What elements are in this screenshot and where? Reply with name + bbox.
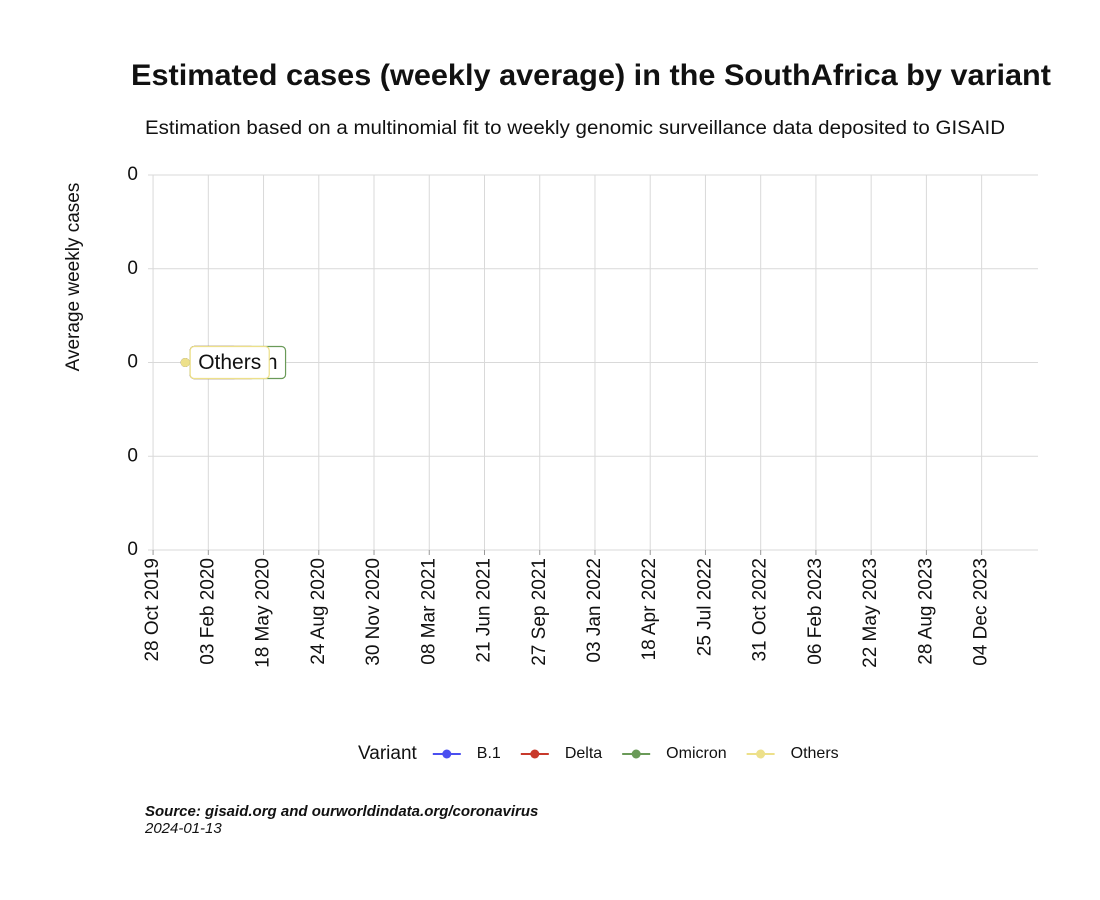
x-tick-label: 31 Oct 2022 — [750, 558, 771, 662]
x-tick-label: 24 Aug 2020 — [308, 558, 329, 665]
legend-title: Variant — [358, 743, 418, 764]
series-label: Others — [189, 345, 270, 380]
x-tick-label: 28 Oct 2019 — [142, 558, 163, 662]
chart-subtitle: Estimation based on a multinomial fit to… — [145, 118, 1005, 139]
x-tick-label: 03 Jan 2022 — [584, 558, 605, 663]
x-tick-label: 27 Sep 2021 — [529, 558, 550, 666]
y-tick-label: 0 — [127, 258, 138, 279]
legend-label: Others — [791, 745, 839, 762]
y-axis-label: Average weekly cases — [63, 183, 84, 372]
x-tick-label: 08 Mar 2021 — [418, 558, 439, 665]
legend-label: B.1 — [477, 745, 501, 762]
caption: Source: gisaid.org and ourworldindata.or… — [145, 803, 538, 820]
series-label-text: Others — [198, 351, 261, 374]
x-tick-label: 22 May 2023 — [860, 558, 881, 668]
x-tick-label: 18 Apr 2022 — [639, 558, 660, 660]
y-tick-label: 0 — [127, 445, 138, 466]
chart-title: Estimated cases (weekly average) in the … — [131, 59, 1051, 92]
data-point — [180, 358, 190, 367]
x-tick-label: 06 Feb 2023 — [805, 558, 826, 665]
x-tick-label: 03 Feb 2020 — [197, 558, 218, 665]
y-tick-label: 0 — [127, 352, 138, 373]
x-tick-label: 28 Aug 2023 — [915, 558, 936, 665]
y-tick-label: 0 — [127, 539, 138, 560]
x-tick-label: 18 May 2020 — [253, 558, 274, 668]
x-tick-label: 21 Jun 2021 — [474, 558, 495, 663]
series-label-box — [189, 345, 270, 380]
legend-dot — [530, 749, 540, 759]
x-tick-label: 25 Jul 2022 — [694, 558, 715, 656]
legend-label: Omicron — [666, 745, 726, 762]
caption-date: 2024-01-13 — [144, 820, 222, 837]
y-tick-label: 0 — [127, 164, 138, 185]
x-tick-label: 30 Nov 2020 — [363, 558, 384, 666]
legend-label: Delta — [565, 745, 602, 762]
x-tick-label: 04 Dec 2023 — [971, 558, 992, 666]
legend-dot — [442, 749, 452, 759]
legend-dot — [756, 749, 766, 759]
legend-dot — [631, 749, 641, 759]
